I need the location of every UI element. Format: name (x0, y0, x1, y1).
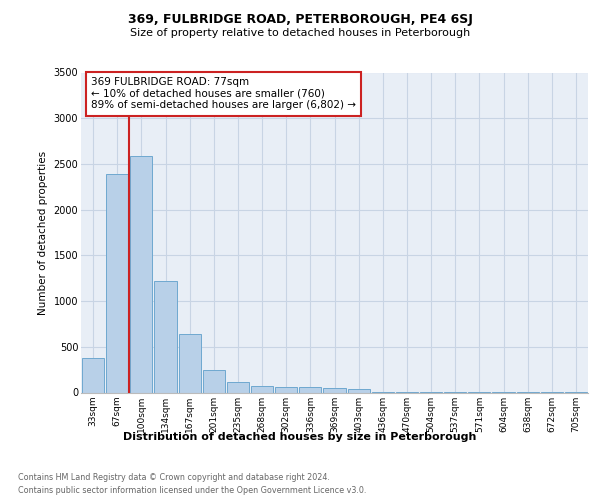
Bar (275, 387, 298, 392)
Bar (179, 334, 201, 392)
Text: 369 FULBRIDGE ROAD: 77sqm
← 10% of detached houses are smaller (760)
89% of semi: 369 FULBRIDGE ROAD: 77sqm ← 10% of detac… (91, 78, 356, 110)
Bar (323, 388, 346, 392)
Text: Distribution of detached houses by size in Peterborough: Distribution of detached houses by size … (124, 432, 476, 442)
Y-axis label: Number of detached properties: Number of detached properties (38, 150, 48, 314)
Text: Contains public sector information licensed under the Open Government Licence v3: Contains public sector information licen… (18, 486, 367, 495)
Bar (106, 174, 128, 392)
Bar (227, 382, 249, 392)
Bar (347, 389, 370, 392)
Bar (154, 280, 176, 392)
Text: 369, FULBRIDGE ROAD, PETERBOROUGH, PE4 6SJ: 369, FULBRIDGE ROAD, PETERBOROUGH, PE4 6… (128, 12, 472, 26)
Text: Size of property relative to detached houses in Peterborough: Size of property relative to detached ho… (130, 28, 470, 38)
Bar (130, 156, 152, 392)
Text: Contains HM Land Registry data © Crown copyright and database right 2024.: Contains HM Land Registry data © Crown c… (18, 472, 330, 482)
Bar (203, 370, 225, 392)
Bar (299, 388, 322, 392)
Bar (82, 358, 104, 392)
Bar (251, 386, 273, 392)
